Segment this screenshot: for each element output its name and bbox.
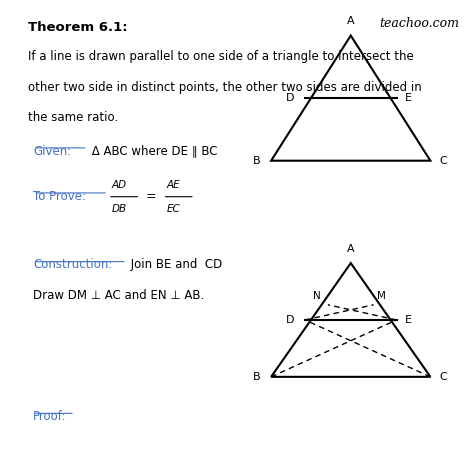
Text: =: = <box>146 190 156 203</box>
Text: To Prove:: To Prove: <box>33 190 86 202</box>
Text: Given:: Given: <box>33 145 72 157</box>
Text: D: D <box>286 315 294 325</box>
Text: AE: AE <box>166 180 180 190</box>
Text: M: M <box>377 291 386 301</box>
Text: If a line is drawn parallel to one side of a triangle to intersect the: If a line is drawn parallel to one side … <box>28 50 414 63</box>
Text: AD: AD <box>112 180 127 190</box>
Text: E: E <box>405 93 412 103</box>
Text: DB: DB <box>112 204 127 214</box>
Text: Theorem 6.1:: Theorem 6.1: <box>28 21 128 34</box>
Text: Draw DM ⊥ AC and EN ⊥ AB.: Draw DM ⊥ AC and EN ⊥ AB. <box>33 289 204 302</box>
Text: B: B <box>253 372 261 382</box>
Text: B: B <box>253 155 261 166</box>
Text: Proof:: Proof: <box>33 410 67 423</box>
Text: C: C <box>439 372 447 382</box>
Text: Join BE and  CD: Join BE and CD <box>127 258 222 271</box>
Text: A: A <box>347 244 355 254</box>
Text: EC: EC <box>166 204 180 214</box>
Text: the same ratio.: the same ratio. <box>28 111 118 124</box>
Text: E: E <box>405 315 412 325</box>
Text: D: D <box>286 93 294 103</box>
Text: Δ ABC where DE ∥ BC: Δ ABC where DE ∥ BC <box>88 145 217 157</box>
Text: N: N <box>313 291 321 301</box>
Text: other two side in distinct points, the other two sides are divided in: other two side in distinct points, the o… <box>28 81 422 93</box>
Text: C: C <box>439 155 447 166</box>
Text: A: A <box>347 16 355 26</box>
Text: Construction:: Construction: <box>33 258 112 271</box>
Text: teachoo.com: teachoo.com <box>380 17 460 29</box>
